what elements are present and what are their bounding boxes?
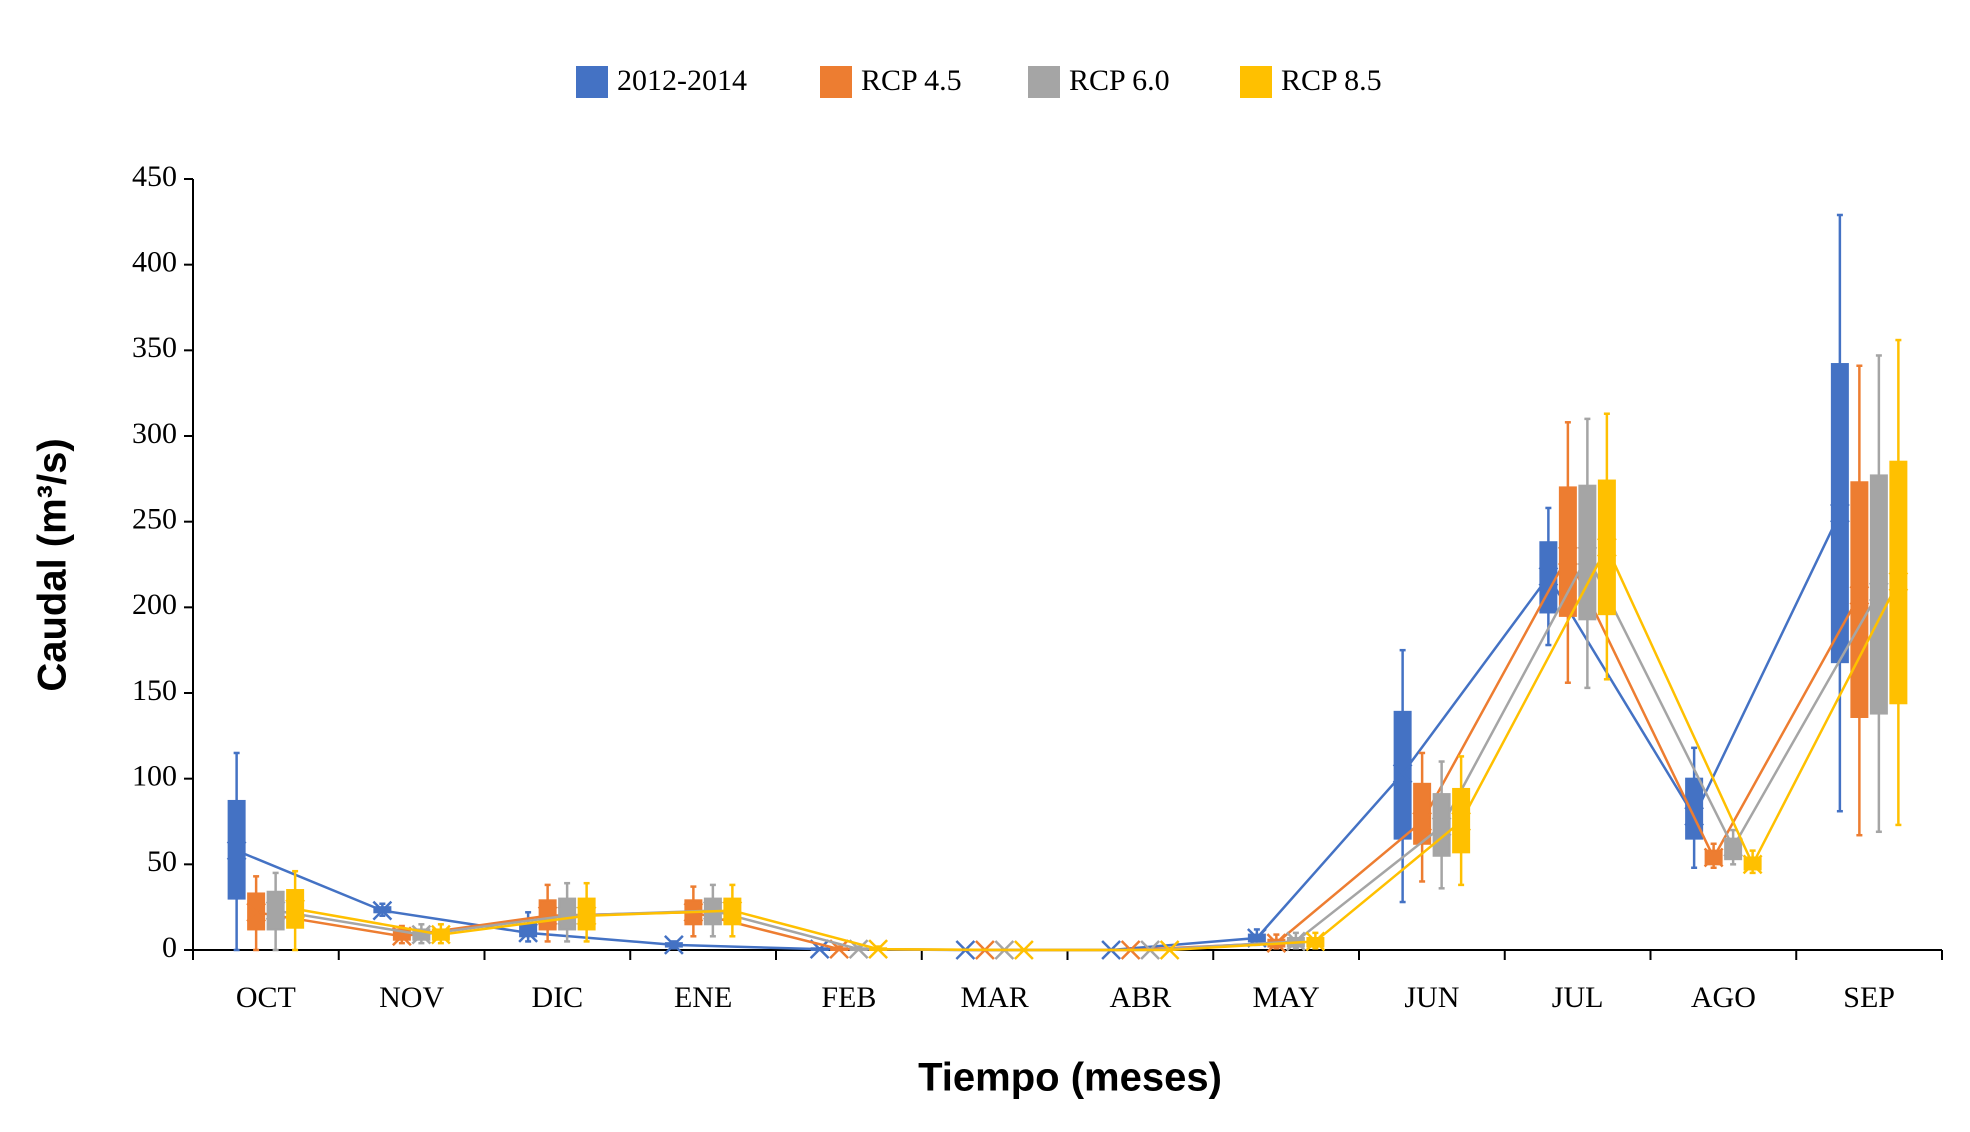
- legend-label: 2012-2014: [617, 64, 747, 97]
- y-tick-label: 300: [132, 417, 177, 450]
- legend-label: RCP 8.5: [1281, 64, 1382, 97]
- x-tick-label: NOV: [379, 981, 444, 1014]
- legend-swatch: [1240, 66, 1272, 98]
- mean-marker: [1596, 537, 1617, 558]
- x-tick-label: JUN: [1404, 981, 1459, 1014]
- legend-swatch: [576, 66, 608, 98]
- y-tick-label: 100: [132, 760, 177, 793]
- x-tick-label: JUL: [1552, 981, 1604, 1014]
- x-tick-label: MAY: [1252, 981, 1319, 1014]
- mean-marker: [722, 900, 743, 921]
- box: [1869, 474, 1888, 715]
- x-tick-label: ABR: [1110, 981, 1172, 1014]
- mean-marker: [1829, 503, 1850, 523]
- mean-marker: [1451, 811, 1472, 832]
- mean-marker: [1723, 837, 1744, 858]
- x-tick-label: ENE: [674, 981, 732, 1014]
- mean-marker: [1159, 940, 1180, 960]
- mean-marker: [1557, 546, 1578, 566]
- y-tick-label: 50: [147, 845, 177, 878]
- y-tick-label: 450: [132, 160, 177, 193]
- x-tick-label: MAR: [960, 981, 1028, 1014]
- y-tick-label: 250: [132, 503, 177, 536]
- mean-marker: [1868, 582, 1889, 602]
- x-tick-label: OCT: [236, 981, 296, 1014]
- legend-swatch: [1028, 66, 1060, 98]
- mean-marker: [246, 902, 267, 923]
- mean-marker: [1305, 931, 1326, 952]
- x-tick-label: DIC: [532, 981, 584, 1014]
- y-tick-label: 0: [162, 931, 177, 964]
- mean-marker: [1412, 811, 1433, 832]
- legend-label: RCP 4.5: [861, 64, 962, 97]
- mean-marker: [518, 922, 539, 943]
- mean-marker: [372, 900, 393, 921]
- mean-line: [255, 553, 1861, 952]
- mean-marker: [1849, 585, 1870, 606]
- legend-swatch: [820, 66, 852, 98]
- mean-marker: [557, 905, 578, 926]
- mean-marker: [1013, 940, 1034, 960]
- mean-marker: [285, 898, 306, 919]
- mean-marker: [1577, 546, 1598, 566]
- y-tick-label: 400: [132, 246, 177, 279]
- y-tick-label: 350: [132, 331, 177, 364]
- x-tick-label: FEB: [821, 981, 876, 1014]
- mean-marker: [663, 934, 684, 955]
- x-tick-label: SEP: [1843, 981, 1895, 1014]
- x-tick-label: AGO: [1691, 981, 1756, 1014]
- mean-marker: [868, 939, 889, 960]
- mean-marker: [226, 840, 247, 861]
- box: [1850, 481, 1869, 718]
- y-axis-label: Caudal (m³/s): [31, 438, 75, 691]
- mean-line: [294, 544, 1900, 952]
- mean-marker: [1392, 763, 1413, 784]
- box: [1413, 782, 1432, 845]
- mean-marker: [411, 924, 432, 945]
- legend-label: RCP 6.0: [1069, 64, 1170, 97]
- mean-marker: [1888, 571, 1909, 592]
- mean-marker: [1703, 847, 1724, 868]
- mean-marker: [430, 924, 451, 945]
- mean-marker: [576, 905, 597, 926]
- mean-marker: [1742, 854, 1763, 875]
- y-tick-label: 150: [132, 674, 177, 707]
- y-tick-label: 200: [132, 588, 177, 621]
- box: [1578, 484, 1597, 621]
- mean-marker: [265, 900, 286, 921]
- x-axis-label: Tiempo (meses): [918, 1056, 1222, 1100]
